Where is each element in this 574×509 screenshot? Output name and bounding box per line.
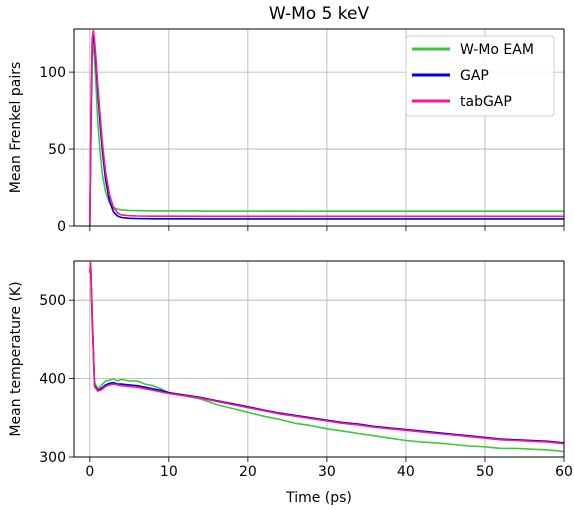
x-tick-label: 50 [476,464,494,480]
legend: W-Mo EAM GAP tabGAP [405,35,555,117]
top-series-lines [89,29,564,226]
legend-box [405,35,555,117]
top-series-tabgap [89,29,564,226]
x-tick-label: 60 [555,464,573,480]
frenkel-pairs-panel: 0 50 100 Mean Frenkel pairs W-Mo EAM GAP t… [8,28,565,235]
bottom-y-tick-label: 500 [39,293,66,309]
x-tick-label: 20 [239,464,257,480]
bottom-ylabel: Mean temperature (K) [8,281,24,436]
x-tick-label: 40 [397,464,415,480]
top-y-tick-label: 50 [48,142,66,158]
legend-label-gap: GAP [460,68,489,84]
top-ticks: 0 50 100 [39,65,565,235]
x-tick-label: 0 [85,464,94,480]
bottom-series-lines [89,261,564,453]
top-y-tick-label: 0 [57,219,66,235]
bottom-y-tick-label: 400 [39,372,66,388]
top-series-w-mo-eam [89,40,564,226]
bottom-y-tick-label: 300 [39,450,66,466]
temperature-panel: 0 10 20 30 40 50 60 300 400 500 Mean temperature … [8,260,573,506]
legend-label-tabgap: tabGAP [460,94,512,110]
top-axes-frame [73,28,565,227]
bottom-axes-frame [73,260,565,458]
chart-title: W-Mo 5 keV [269,4,370,24]
bottom-series-tabgap [89,261,564,445]
x-axis-label: Time (ps) [285,490,352,506]
top-y-tick-label: 100 [39,65,66,81]
bottom-ticks: 0 10 20 30 40 50 60 300 400 500 [39,293,573,480]
legend-label-eam: W-Mo EAM [460,42,534,58]
x-tick-label: 30 [318,464,336,480]
bottom-series-w-mo-eam [89,268,564,453]
top-ylabel: Mean Frenkel pairs [8,62,24,194]
x-tick-label: 10 [160,464,178,480]
